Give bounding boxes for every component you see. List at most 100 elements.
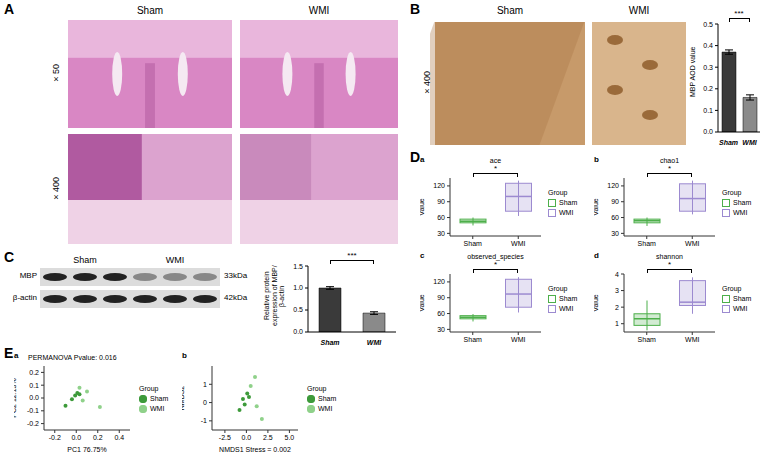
html-text:WMI: WMI — [559, 305, 574, 312]
html-text:×400: ×400 — [51, 176, 61, 202]
svg-text:0.0: 0.0 — [71, 434, 81, 441]
svg-text:5.0: 5.0 — [285, 434, 295, 441]
svg-text:0.2: 0.2 — [93, 434, 103, 441]
html-text:Group: Group — [722, 285, 742, 292]
svg-text:NMDS2: NMDS2 — [182, 386, 185, 411]
svg-text:4: 4 — [615, 272, 619, 277]
svg-text:Sham: Sham — [464, 240, 482, 247]
svg-text:90: 90 — [437, 198, 445, 205]
html-text:WMI: WMI — [733, 305, 748, 312]
svg-text:1.0: 1.0 — [293, 284, 303, 291]
svg-text:60: 60 — [437, 310, 445, 317]
html-text:×400: ×400 — [422, 71, 432, 96]
svg-text:2: 2 — [615, 304, 619, 311]
svg-text:90: 90 — [611, 198, 619, 205]
svg-text:-1: -1 — [201, 417, 207, 424]
html-text:×50: ×50 — [51, 64, 61, 84]
html-text:Sham: Sham — [559, 199, 578, 206]
svg-text:Sham: Sham — [638, 240, 656, 247]
html-text:A: A — [4, 1, 15, 17]
svg-text:PC1 76.75%: PC1 76.75% — [67, 446, 106, 452]
svg-text:0.1: 0.1 — [29, 382, 39, 389]
svg-text:0.4: 0.4 — [114, 434, 124, 441]
svg-text:1.5: 1.5 — [293, 264, 303, 269]
html-text:WMI: WMI — [733, 209, 748, 216]
html-text:Sham: Sham — [496, 5, 524, 16]
svg-text:120: 120 — [433, 182, 445, 189]
html-text:Group: Group — [139, 385, 159, 392]
svg-text:NMDS1 Stress = 0.002: NMDS1 Stress = 0.002 — [219, 446, 291, 452]
svg-text:Sham: Sham — [320, 339, 339, 346]
svg-text:60: 60 — [437, 214, 445, 221]
svg-text:WMI: WMI — [685, 336, 699, 343]
html-text:WMI: WMI — [559, 209, 574, 216]
svg-text:0.2: 0.2 — [29, 369, 39, 376]
html-text:Sham: Sham — [733, 199, 752, 206]
svg-text:2.5: 2.5 — [263, 434, 273, 441]
svg-text:0.0: 0.0 — [29, 394, 39, 401]
html-text:Group: Group — [548, 189, 568, 196]
html-text:42kDa: 42kDa — [224, 293, 248, 302]
html-text:PERMANOVA Pvalue: 0.016: PERMANOVA Pvalue: 0.016 — [28, 354, 117, 361]
svg-text:0.0: 0.0 — [242, 434, 252, 441]
svg-text:0.1: 0.1 — [703, 107, 713, 114]
svg-text:0: 0 — [203, 399, 207, 406]
svg-text:30: 30 — [437, 230, 445, 237]
svg-text:-0.2: -0.2 — [49, 434, 61, 441]
html-text:chao1: chao1 — [660, 157, 679, 164]
html-text:Relative protein expression of: Relative protein expression of MBP/β-act… — [263, 265, 286, 327]
html-text:Sham: Sham — [136, 5, 164, 16]
svg-text:0.3: 0.3 — [703, 64, 713, 71]
svg-text:3: 3 — [615, 287, 619, 294]
svg-text:-2.5: -2.5 — [219, 434, 231, 441]
svg-text:Sham: Sham — [464, 336, 482, 343]
html-text:WMI: WMI — [308, 5, 330, 16]
html-text:WMI: WMI — [628, 5, 650, 16]
html-text:Da: Da — [410, 149, 425, 165]
svg-text:PC2 12.13%: PC2 12.13% — [14, 378, 17, 417]
svg-text:30: 30 — [437, 326, 445, 333]
html-text:Sham: Sham — [559, 295, 578, 302]
svg-text:Value: Value — [594, 294, 599, 311]
svg-text:0.5: 0.5 — [293, 306, 303, 313]
svg-text:-0.1: -0.1 — [27, 407, 39, 414]
svg-text:30: 30 — [611, 230, 619, 237]
html-text:β-actin: β-actin — [12, 293, 37, 302]
html-text:MBP: MBP — [19, 271, 37, 280]
svg-text:60: 60 — [611, 214, 619, 221]
html-text:WMI: WMI — [165, 255, 185, 265]
svg-text:0.0: 0.0 — [703, 128, 713, 135]
html-text:Group: Group — [548, 285, 568, 292]
svg-text:Sham: Sham — [719, 139, 738, 146]
html-text:shannon: shannon — [656, 253, 683, 260]
html-text:Ea: Ea — [4, 345, 19, 361]
html-text:observed_species: observed_species — [467, 253, 524, 260]
html-text:Sham: Sham — [73, 255, 97, 265]
svg-text:Value: Value — [420, 294, 425, 311]
html-text:ace: ace — [489, 157, 502, 164]
svg-text:0.5: 0.5 — [703, 22, 713, 27]
html-text:C: C — [4, 249, 15, 265]
html-text:B: B — [410, 1, 421, 17]
svg-text:Value: Value — [420, 198, 425, 215]
html-text:Group: Group — [722, 189, 742, 196]
svg-text:1: 1 — [615, 320, 619, 327]
svg-text:0.0: 0.0 — [293, 328, 303, 335]
svg-text:0.4: 0.4 — [703, 42, 713, 49]
svg-text:0.2: 0.2 — [703, 85, 713, 92]
html-text:Sham: Sham — [733, 295, 752, 302]
svg-text:WMI: WMI — [742, 139, 757, 146]
svg-text:90: 90 — [437, 294, 445, 301]
svg-text:-0.2: -0.2 — [27, 420, 39, 427]
html-text:MBP AOD value: MBP AOD value — [689, 46, 696, 98]
svg-text:WMI: WMI — [511, 240, 525, 247]
svg-text:1: 1 — [203, 381, 207, 388]
svg-text:WMI: WMI — [511, 336, 525, 343]
svg-text:120: 120 — [607, 182, 619, 189]
svg-text:WMI: WMI — [685, 240, 699, 247]
svg-text:120: 120 — [433, 278, 445, 285]
svg-text:Sham: Sham — [638, 336, 656, 343]
svg-text:WMI: WMI — [367, 339, 382, 346]
svg-text:Value: Value — [594, 198, 599, 215]
html-text:33kDa: 33kDa — [224, 271, 248, 280]
